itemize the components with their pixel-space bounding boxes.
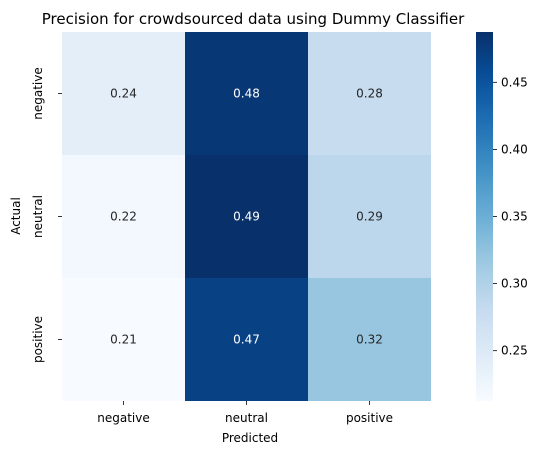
cell-value-label: 0.28 <box>356 87 383 101</box>
colorbar-tick-label: 0.30 <box>501 277 528 291</box>
colorbar-tick-label: 0.35 <box>501 210 528 224</box>
cell-value-label: 0.21 <box>110 333 137 347</box>
x-tick-label: negative <box>97 411 149 425</box>
y-axis-label: Actual <box>9 197 23 235</box>
cell-value-label: 0.22 <box>110 210 137 224</box>
cell-value-label: 0.49 <box>233 210 260 224</box>
colorbar-ticks: 0.25 0.30 0.35 0.40 0.45 <box>493 75 528 357</box>
cell-value-label: 0.24 <box>110 87 137 101</box>
y-tick-label: neutral <box>31 195 45 238</box>
colorbar-tick-label: 0.25 <box>501 344 528 358</box>
colorbar <box>476 32 493 401</box>
x-axis-label: Predicted <box>222 431 278 445</box>
y-tick-label: positive <box>31 316 45 363</box>
cell-value-label: 0.29 <box>356 210 383 224</box>
cell-value-label: 0.32 <box>356 333 383 347</box>
x-tick-label: neutral <box>225 411 268 425</box>
cell-value-label: 0.47 <box>233 333 260 347</box>
cell-value-label: 0.48 <box>233 87 260 101</box>
x-tick-label: positive <box>346 411 393 425</box>
x-axis-ticks: negative neutral positive <box>97 401 393 425</box>
y-axis-ticks: negative neutral positive <box>31 67 62 363</box>
chart-title: Precision for crowdsourced data using Du… <box>42 10 465 28</box>
colorbar-tick-label: 0.45 <box>501 75 528 89</box>
colorbar-tick-label: 0.40 <box>501 142 528 156</box>
y-tick-label: negative <box>31 67 45 119</box>
